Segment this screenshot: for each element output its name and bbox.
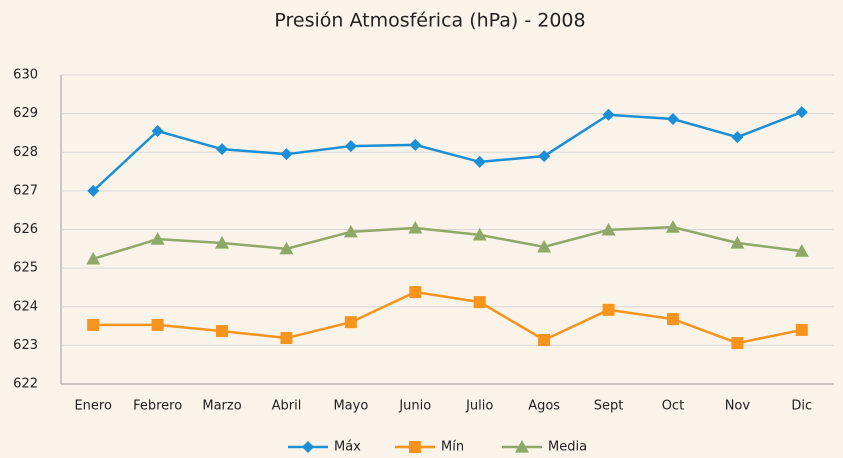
marker [730, 236, 745, 249]
x-tick-label: Febrero [133, 399, 182, 414]
marker [409, 138, 422, 151]
marker [344, 140, 357, 153]
y-tick-label: 630 [13, 68, 38, 83]
marker [665, 220, 680, 233]
marker [280, 332, 293, 345]
x-tick-label: Junio [398, 399, 431, 414]
x-tick-label: Sept [594, 399, 624, 414]
marker [538, 333, 551, 346]
marker [343, 224, 358, 238]
marker [409, 286, 422, 299]
x-tick-label: Oct [662, 399, 684, 414]
marker [731, 131, 744, 144]
marker [601, 222, 616, 236]
marker [473, 296, 486, 309]
x-tick-label: Julio [465, 399, 493, 414]
marker [280, 148, 293, 161]
marker [473, 155, 486, 168]
marker [215, 236, 230, 249]
marker [602, 108, 615, 121]
legend-marker [515, 440, 529, 453]
x-tick-label: Agos [528, 399, 560, 414]
marker [602, 303, 615, 316]
marker [151, 318, 164, 331]
marker [537, 239, 552, 253]
marker [279, 241, 294, 255]
marker [344, 316, 357, 329]
marker [87, 318, 100, 331]
y-tick-label: 623 [13, 338, 38, 353]
marker [795, 323, 808, 336]
marker [666, 313, 679, 326]
marker [795, 106, 808, 119]
x-tick-label: Nov [725, 399, 751, 414]
marker [87, 184, 100, 197]
marker [150, 232, 165, 245]
x-tick-label: Abril [272, 399, 302, 414]
y-tick-label: 627 [13, 183, 38, 198]
marker [538, 150, 551, 163]
y-tick-label: 622 [13, 377, 38, 392]
series-line [93, 290, 803, 345]
y-tick-label: 625 [13, 261, 38, 276]
series-line [92, 225, 802, 261]
marker [666, 113, 679, 126]
marker [216, 325, 229, 338]
y-tick-label: 624 [13, 299, 38, 314]
legend-label: Máx [334, 440, 361, 455]
marker [216, 143, 229, 156]
marker [151, 125, 164, 138]
legend-marker [409, 441, 421, 453]
y-tick-label: 629 [13, 106, 38, 121]
legend-marker [302, 441, 314, 453]
legend-label: Media [548, 440, 587, 455]
marker [731, 337, 744, 350]
marker [794, 244, 809, 257]
y-tick-label: 626 [13, 222, 38, 237]
x-tick-label: Mayo [333, 399, 368, 414]
chart-title: Presión Atmosférica (hPa) - 2008 [274, 10, 585, 32]
legend-label: Mín [441, 440, 464, 455]
series-line [92, 110, 803, 192]
marker [86, 251, 101, 265]
marker [408, 220, 423, 234]
x-tick-label: Dic [791, 399, 812, 414]
y-tick-label: 628 [13, 145, 38, 160]
x-tick-label: Enero [74, 399, 112, 414]
marker [472, 227, 487, 241]
x-tick-label: Marzo [202, 399, 241, 414]
